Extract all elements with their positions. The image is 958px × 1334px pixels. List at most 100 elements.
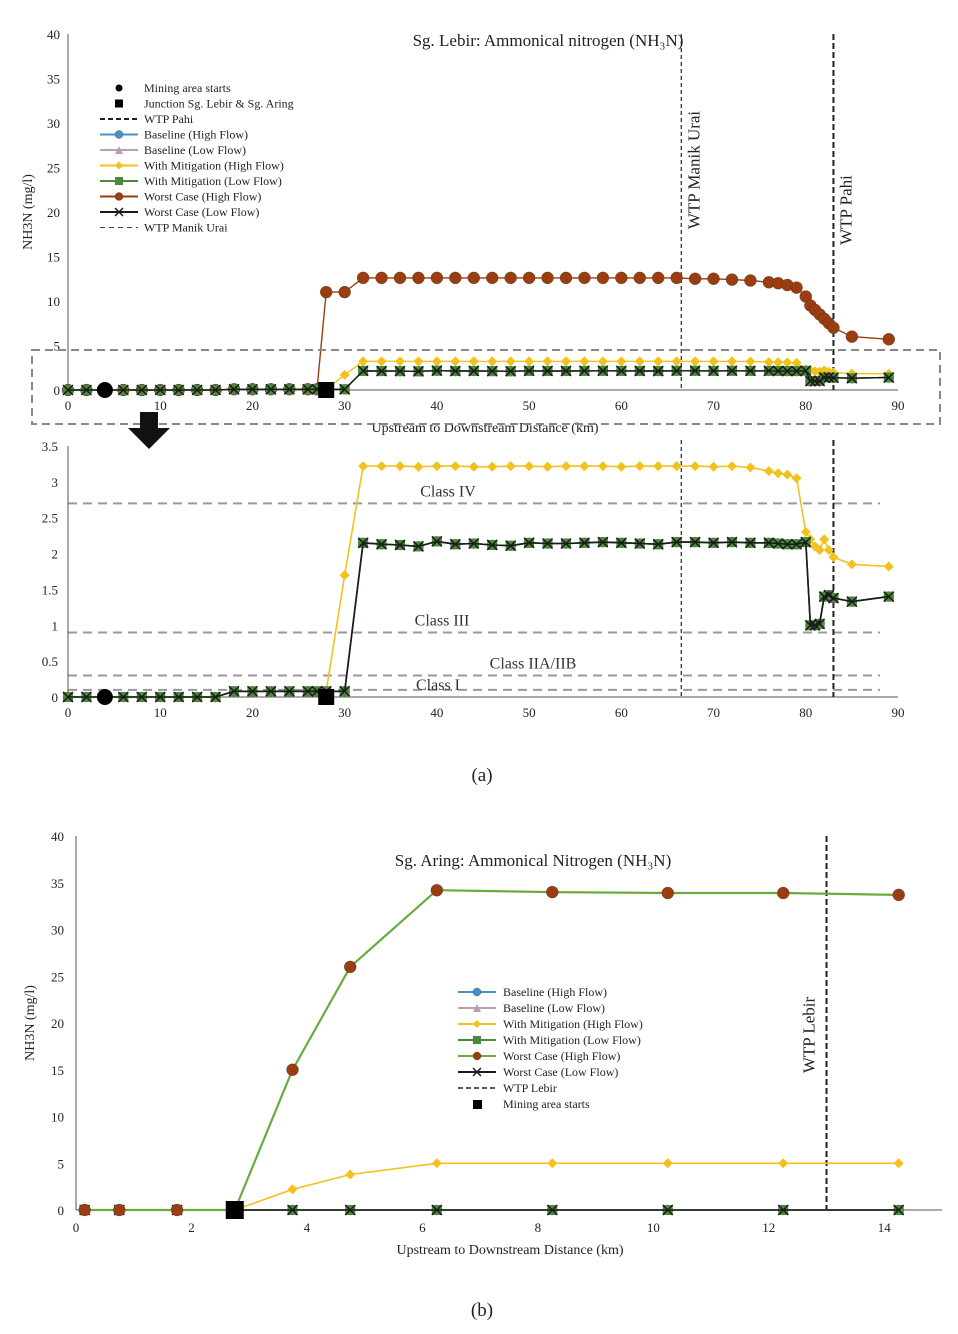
junction-marker — [318, 689, 335, 705]
chart-b-point — [547, 1158, 558, 1169]
chart-b-xtick: 4 — [304, 1220, 311, 1235]
chart-zoom-point — [265, 685, 277, 697]
chart-a-point — [412, 271, 425, 285]
chart-zoom-ytick: 2 — [52, 547, 59, 562]
chart-a-point — [357, 365, 369, 377]
chart-a-point — [615, 271, 628, 285]
chart-a-point — [818, 372, 830, 384]
chart-zoom-point — [395, 461, 405, 472]
chart-b-xtick: 10 — [647, 1220, 660, 1235]
chart-a-point — [523, 365, 535, 377]
chart-zoom-point — [431, 535, 443, 547]
legend-label-1: Junction Sg. Lebir & Sg. Aring — [144, 97, 294, 111]
legend-marker-2 — [473, 1020, 481, 1028]
junction-marker — [318, 382, 335, 398]
chart-zoom-point — [782, 469, 793, 480]
chart-zoom-point — [246, 685, 258, 697]
chart-zoom-point — [486, 539, 498, 551]
legend-marker-8 — [114, 207, 124, 217]
legend-label-9: WTP Manik Urai — [144, 221, 228, 235]
legend-marker-3 — [114, 130, 124, 139]
chart-a-ytick: 35 — [47, 72, 60, 87]
legend-marker-5 — [472, 1067, 482, 1077]
chart-zoom-point — [394, 539, 406, 551]
chart-a-point — [136, 384, 148, 396]
chart-zoom-point — [814, 544, 825, 555]
chart-b-ytick: 5 — [58, 1156, 65, 1171]
chart-a-point — [395, 356, 405, 367]
chart-a-point — [707, 272, 720, 285]
chart-zoom-point — [505, 540, 517, 552]
legend-marker-5 — [115, 161, 123, 170]
chart-a-point — [431, 365, 443, 377]
chart-zoom-point — [708, 537, 720, 549]
chart-a-point — [846, 372, 858, 384]
chart-a-ytick: 0 — [54, 383, 61, 398]
chart-zoom-point — [726, 536, 738, 548]
class-line-label: Class I — [416, 677, 460, 694]
chart-zoom-point — [560, 538, 572, 550]
chart-a-point — [413, 356, 424, 367]
chart-b-point — [78, 1203, 91, 1217]
chart-zoom-point — [117, 691, 129, 703]
chart-a-point — [412, 365, 424, 377]
chart-zoom-ytick: 0.5 — [42, 654, 58, 669]
chart-zoom-point — [228, 685, 240, 697]
chart-zoom-point — [339, 570, 350, 581]
chart-a-point — [772, 365, 784, 377]
chart-a-point — [615, 365, 627, 377]
chart-zoom-point — [634, 461, 645, 472]
chart-a-point — [393, 271, 407, 285]
chart-zoom-ytick: 1.5 — [42, 582, 58, 597]
chart-zoom-point — [846, 559, 857, 570]
chart-a-point — [882, 333, 895, 346]
chart-a-point — [773, 357, 784, 368]
chart-zoom-series-line — [68, 540, 889, 698]
class-line-label: Class IIA/IIB — [490, 655, 577, 672]
chart-zoom-point — [339, 685, 351, 697]
legend-label-6: With Mitigation (Low Flow) — [144, 174, 282, 188]
chart-b-point — [661, 886, 674, 900]
chart-zoom-point — [883, 591, 895, 603]
chart-b-xtick: 12 — [762, 1220, 775, 1235]
legend-marker-6 — [115, 177, 123, 185]
chart-a-point — [449, 365, 461, 377]
chart-zoom-point — [80, 691, 92, 703]
chart-a-point — [845, 330, 859, 343]
chart-a-xtick: 80 — [799, 398, 812, 413]
chart-b-point — [662, 1158, 673, 1169]
chart-a-point — [467, 271, 480, 285]
chart-a-point — [338, 285, 351, 299]
chart-a-point — [689, 365, 701, 377]
chart-a-point — [671, 356, 682, 367]
panel-label-b: (b) — [471, 1300, 493, 1321]
chart-zoom-point — [597, 536, 609, 548]
chart-a-point — [883, 372, 895, 384]
legend-label-2: WTP Pahi — [144, 112, 194, 126]
legend-marker-7 — [114, 192, 124, 201]
chart-b-vline-label: WTP Lebir — [800, 997, 819, 1074]
chart-zoom-point — [883, 561, 894, 572]
chart-zoom-point — [597, 461, 608, 472]
chart-b-point — [777, 886, 790, 900]
chart-zoom-point — [542, 461, 553, 472]
chart-a-point — [504, 271, 517, 285]
legend-label-5: With Mitigation (High Flow) — [144, 159, 284, 173]
chart-a-point — [597, 365, 609, 377]
chart-b-point — [546, 1204, 558, 1216]
chart-zoom-point — [449, 538, 461, 550]
chart-zoom-ytick: 3 — [52, 475, 59, 490]
chart-zoom-point — [524, 461, 535, 472]
chart-b-ytick: 15 — [51, 1063, 64, 1078]
legend-label-0: Mining area starts — [144, 81, 231, 95]
chart-zoom-point — [505, 461, 516, 472]
chart-a-point — [578, 271, 591, 285]
chart-a-point — [653, 356, 664, 367]
chart-b-xtick: 14 — [878, 1220, 892, 1235]
chart-zoom-point — [542, 538, 554, 550]
chart-a-point — [708, 365, 720, 377]
chart-zoom-point — [781, 538, 793, 550]
chart-zoom-point — [210, 691, 222, 703]
chart-zoom-point — [357, 537, 369, 549]
chart-zoom-point — [413, 461, 424, 472]
